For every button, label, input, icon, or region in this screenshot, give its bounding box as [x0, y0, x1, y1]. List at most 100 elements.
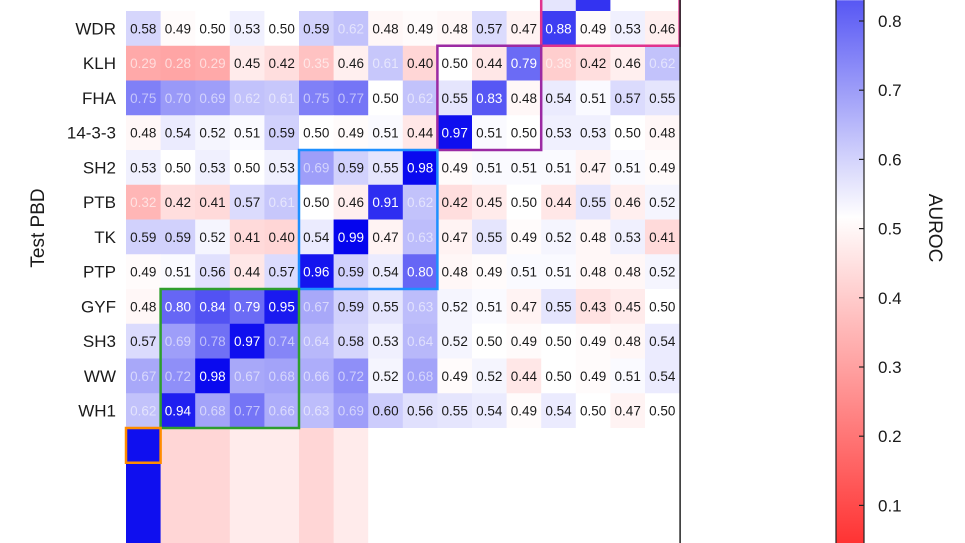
cell-value-label: 0.52: [199, 126, 225, 141]
heatmap-cell: [541, 45, 577, 81]
colorbar-gradient: [836, 0, 864, 543]
cell-value-label: 0.28: [165, 56, 191, 71]
heatmap-cell: [472, 0, 508, 11]
heatmap-cell: [541, 11, 577, 47]
cell-value-label: 0.44: [234, 265, 261, 280]
highlight-boxes: [124, 0, 681, 543]
heatmap-cell: [472, 11, 508, 47]
heatmap-cell: [299, 219, 335, 255]
cell-value-label: 0.64: [303, 334, 330, 349]
row-label: SH3: [83, 332, 116, 351]
cell-value-label: 0.44: [476, 56, 503, 71]
heatmap-cell: [437, 323, 473, 359]
heatmap-cell: [645, 358, 681, 394]
heatmap-cell: [229, 11, 265, 47]
cell-value-label: 0.62: [234, 91, 260, 106]
row-label: WH1: [78, 402, 116, 421]
cell-value-label: 0.45: [234, 56, 260, 71]
heatmap-cell: [126, 289, 162, 325]
cell-value-label: 0.52: [649, 195, 675, 210]
cell-value-label: 0.52: [649, 265, 675, 280]
cell-value-label: 0.54: [476, 404, 503, 419]
heatmap-cell: [645, 45, 681, 81]
cell-value-label: 0.50: [303, 195, 329, 210]
cell-value-label: 0.53: [130, 160, 156, 175]
heatmap-cell: [506, 289, 542, 325]
heatmap-cell: [126, 11, 162, 47]
cell-value-label: 0.44: [407, 126, 434, 141]
cell-value-label: 0.49: [511, 334, 537, 349]
cell-value-label: 0.46: [338, 195, 364, 210]
highlight-box: [124, 426, 162, 464]
heatmap-cell: [437, 0, 473, 11]
cell-value-label: 0.41: [649, 230, 675, 245]
heatmap-cell: [645, 254, 681, 290]
heatmap-cell: [402, 428, 438, 543]
heatmap-cell: [472, 323, 508, 359]
heatmap-cell: [437, 393, 473, 429]
heatmap-cell: [299, 80, 335, 116]
heatmap-cell: [575, 289, 611, 325]
cell-value-label: 0.70: [165, 91, 191, 106]
cell-value-label: 0.97: [442, 126, 468, 141]
cell-value-label: 0.55: [476, 230, 502, 245]
cell-value-label: 0.50: [580, 404, 606, 419]
heatmap-cell: [195, 393, 231, 429]
heatmap-cell: [610, 393, 646, 429]
heatmap-cell: [299, 289, 335, 325]
cell-value-label: 0.59: [338, 160, 364, 175]
heatmap-cell: [229, 393, 265, 429]
cell-value-label: 0.75: [130, 91, 156, 106]
heatmap-cell: [264, 184, 300, 220]
cell-value-label: 0.55: [372, 299, 398, 314]
heatmap-cell: [645, 289, 681, 325]
heatmap-cell: [575, 80, 611, 116]
heatmap-cell: [264, 11, 300, 47]
cell-value-label: 0.44: [545, 195, 572, 210]
heatmap-cell: [229, 115, 265, 151]
heatmap-cell: [264, 45, 300, 81]
heatmap-cell: [575, 428, 611, 543]
heatmap-cell: [299, 428, 335, 543]
cell-value-label: 0.42: [580, 56, 606, 71]
cell-value-label: 0.72: [165, 369, 191, 384]
cell-value-label: 0.54: [165, 126, 192, 141]
heatmap-cell: [575, 393, 611, 429]
row-label: PTB: [83, 193, 116, 212]
heatmap-cell: [437, 150, 473, 186]
heatmap-cell: [645, 0, 681, 11]
cell-value-label: 0.52: [545, 230, 571, 245]
heatmap-cell: [229, 45, 265, 81]
colorbar: 0.1 0.2 0.3 0.4 0.5 0.6 0.7 0.8: [835, 0, 902, 543]
heatmap-cell: [333, 45, 369, 81]
heatmap-cell: [160, 184, 196, 220]
heatmap-cell: [437, 11, 473, 47]
heatmap-cell: [610, 289, 646, 325]
heatmap-cell: [506, 254, 542, 290]
heatmap-cell: [160, 254, 196, 290]
cell-value-label: 0.66: [269, 404, 295, 419]
heatmap-cell: [437, 428, 473, 543]
cell-value-label: 0.55: [545, 299, 571, 314]
cell-value-label: 0.67: [234, 369, 260, 384]
heatmap-cell: [575, 184, 611, 220]
heatmap-cell: [437, 184, 473, 220]
heatmap-cell: [160, 80, 196, 116]
heatmap-cell: [541, 428, 577, 543]
heatmap-cell: [506, 358, 542, 394]
row-label: WDR: [75, 19, 116, 38]
colorbar-tick-label: 0.5: [878, 220, 902, 239]
cell-value-label: 0.91: [372, 195, 398, 210]
cell-value-label: 0.42: [442, 195, 468, 210]
heatmap-cell: [264, 150, 300, 186]
heatmap-cell: [506, 45, 542, 81]
heatmap-cell: [195, 323, 231, 359]
cell-value-label: 0.54: [545, 404, 572, 419]
cell-value-label: 0.48: [615, 265, 641, 280]
cell-value-label: 0.72: [338, 369, 364, 384]
cell-value-label: 0.50: [165, 160, 191, 175]
heatmap-cell: [160, 428, 196, 543]
cell-value-label: 0.47: [511, 21, 537, 36]
cell-value-label: 0.55: [649, 91, 675, 106]
cell-value-label: 0.69: [165, 334, 191, 349]
